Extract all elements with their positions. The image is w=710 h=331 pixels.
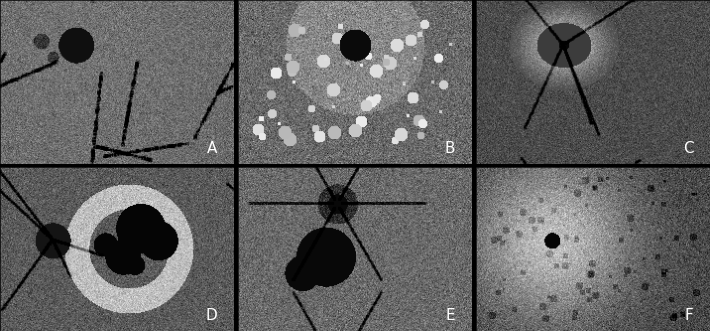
Text: E: E xyxy=(446,308,455,323)
Text: F: F xyxy=(685,308,694,323)
Text: C: C xyxy=(683,141,694,156)
Text: A: A xyxy=(207,141,217,156)
Text: D: D xyxy=(205,308,217,323)
Text: B: B xyxy=(445,141,455,156)
